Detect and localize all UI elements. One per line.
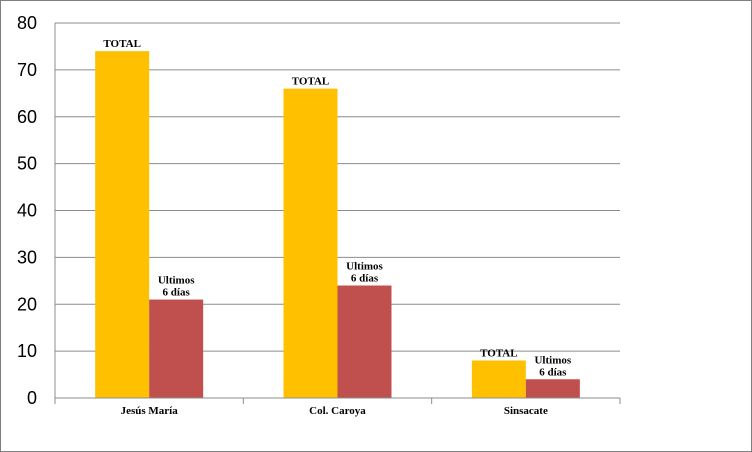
y-tick-label: 30 [17,247,37,267]
bar [95,51,150,398]
bar [149,299,204,398]
data-labels: TOTAL Ultimos 6 días TOTAL Ultimos 6 días TOTA… [103,38,571,378]
bar [283,88,338,398]
data-label: TOTAL [103,38,141,50]
data-label: Ultimos 6 días [534,354,571,378]
bar [337,285,392,398]
bars [95,51,580,398]
x-tick-label: Sinsacate [504,405,548,417]
bar [471,360,526,398]
y-tick-label: 60 [17,107,37,127]
x-tick-label: Col. Caroya [309,405,366,417]
bar [525,379,580,398]
y-axis-ticks: 0 10 20 30 40 50 60 70 80 [17,13,37,408]
y-tick-label: 80 [17,13,37,33]
data-label: TOTAL [292,76,330,88]
data-label: Ultimos 6 días [346,261,383,285]
y-tick-label: 70 [17,60,37,80]
y-tick-label: 10 [17,341,37,361]
y-tick-label: 40 [17,201,37,221]
y-tick-label: 20 [17,294,37,314]
y-tick-label: 0 [27,388,37,408]
y-tick-label: 50 [17,154,37,174]
x-axis: Jesús María Col. Caroya Sinsacate [54,23,621,417]
data-label: TOTAL [480,348,518,360]
data-label: Ultimos 6 días [158,275,195,299]
x-tick-label: Jesús María [121,405,179,417]
